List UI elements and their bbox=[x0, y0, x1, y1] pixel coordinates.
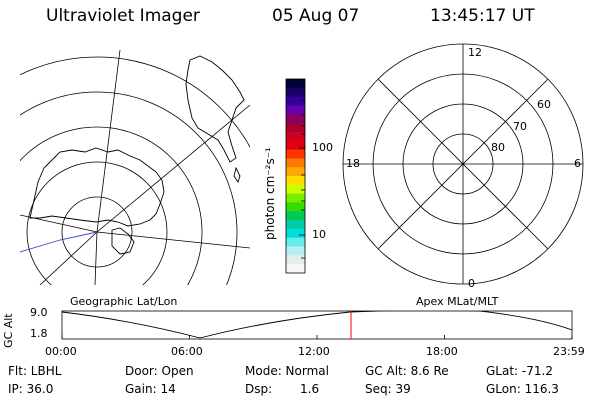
dsp-value: 1.6 bbox=[300, 382, 320, 396]
mode-info: Mode: Normal bbox=[245, 364, 329, 378]
instrument-title: Ultraviolet Imager bbox=[46, 6, 200, 26]
date-label: 05 Aug 07 bbox=[272, 6, 360, 26]
coastline-antarctica bbox=[29, 147, 165, 227]
geographic-map-label: Geographic Lat/Lon bbox=[70, 295, 178, 308]
colorbar-band bbox=[286, 220, 305, 230]
mlat-80-label: 80 bbox=[491, 141, 505, 154]
coastline-nz bbox=[233, 166, 241, 184]
glon-info: GLon: 116.3 bbox=[486, 382, 559, 396]
colorbar bbox=[286, 79, 305, 274]
colorbar-band bbox=[286, 193, 305, 203]
latitude-circles bbox=[20, 56, 250, 285]
colorbar-tick-10: 10 bbox=[312, 228, 326, 241]
coastline-islands bbox=[111, 227, 135, 255]
colorbar-ticks bbox=[299, 99, 305, 259]
colorbar-band bbox=[286, 140, 305, 151]
colorbar-band bbox=[286, 87, 305, 98]
colorbar-band bbox=[286, 264, 305, 274]
mlat-70-label: 70 bbox=[513, 120, 527, 133]
altitude-y-top: 9.0 bbox=[30, 306, 48, 319]
colorbar-band bbox=[286, 158, 305, 168]
colorbar-band bbox=[286, 211, 305, 221]
altitude-y-bottom: 1.8 bbox=[30, 327, 48, 340]
colorbar-band bbox=[286, 114, 305, 124]
glat-info: GLat: -71.2 bbox=[486, 364, 553, 378]
filter-info: Flt: LBHL bbox=[8, 364, 62, 378]
colorbar-band bbox=[286, 149, 305, 159]
altitude-x-ticks bbox=[61, 335, 573, 339]
altitude-x-tick-2: 12:00 bbox=[298, 345, 330, 358]
colorbar-band bbox=[286, 79, 305, 89]
colorbar-band bbox=[286, 202, 305, 212]
geographic-map bbox=[20, 50, 250, 285]
dsp-label: Dsp: bbox=[245, 382, 273, 396]
altitude-x-tick-0: 00:00 bbox=[45, 345, 77, 358]
mlt-0-label: 0 bbox=[468, 277, 475, 290]
colorbar-band bbox=[286, 237, 305, 248]
colorbar-unit-label: photon cm⁻²s⁻¹ bbox=[263, 147, 277, 240]
mlt-6-label: 6 bbox=[574, 157, 581, 170]
altitude-x-tick-3: 18:00 bbox=[426, 345, 458, 358]
time-label: 13:45:17 UT bbox=[430, 6, 535, 26]
colorbar-frame bbox=[285, 78, 306, 274]
colorbar-band bbox=[286, 255, 305, 265]
colorbar-band bbox=[286, 105, 305, 115]
colorbar-band bbox=[286, 228, 305, 239]
terminator-line bbox=[20, 231, 98, 253]
door-info: Door: Open bbox=[125, 364, 194, 378]
polar-plot bbox=[342, 43, 584, 285]
altitude-plot bbox=[61, 310, 573, 340]
colorbar-band bbox=[286, 96, 305, 106]
coastline-australia bbox=[185, 55, 245, 163]
altitude-x-tick-4: 23:59 bbox=[553, 345, 585, 358]
colorbar-band bbox=[286, 131, 305, 142]
mlat-60-label: 60 bbox=[537, 98, 551, 111]
altitude-ylabel: GC Alt bbox=[2, 313, 15, 348]
colorbar-band bbox=[286, 176, 305, 186]
colorbar-band bbox=[286, 246, 305, 256]
altitude-x-tick-1: 06:00 bbox=[171, 345, 203, 358]
gc-alt-info: GC Alt: 8.6 Re bbox=[365, 364, 449, 378]
mlt-18-label: 18 bbox=[346, 157, 360, 170]
colorbar-tick-100: 100 bbox=[312, 141, 333, 154]
gain-info: Gain: 14 bbox=[125, 382, 176, 396]
colorbar-band bbox=[286, 123, 305, 133]
colorbar-band bbox=[286, 167, 305, 177]
mlt-12-label: 12 bbox=[468, 46, 482, 59]
ip-info: IP: 36.0 bbox=[8, 382, 54, 396]
polar-plot-label: Apex MLat/MLT bbox=[416, 295, 499, 308]
longitude-lines bbox=[20, 50, 250, 285]
seq-info: Seq: 39 bbox=[365, 382, 411, 396]
colorbar-band bbox=[286, 184, 305, 195]
